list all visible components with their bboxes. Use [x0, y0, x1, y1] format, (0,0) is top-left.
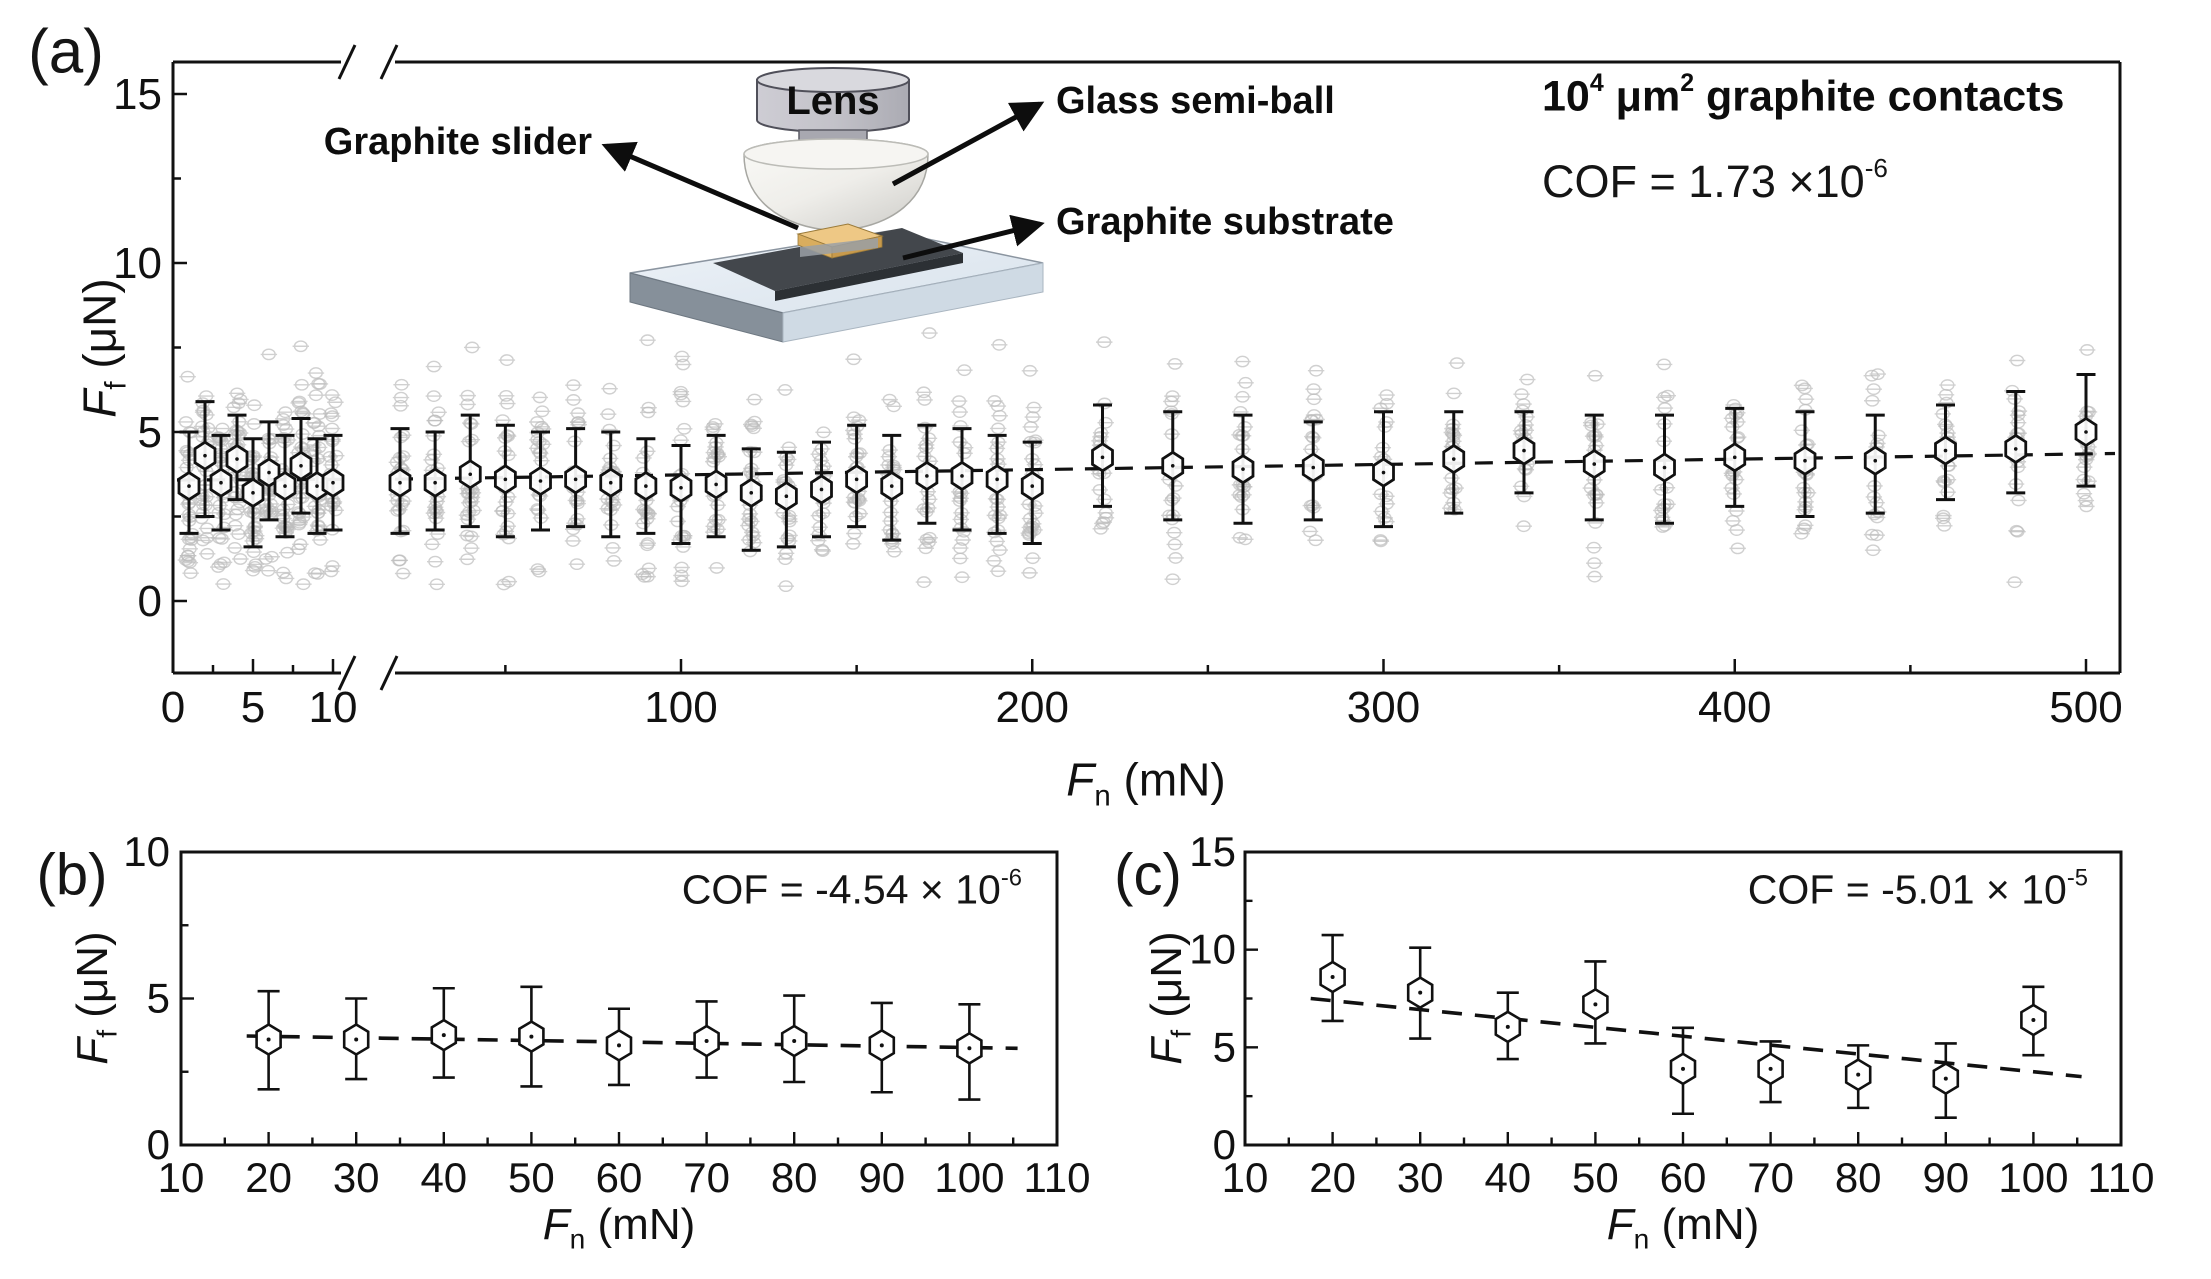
- svg-text:70: 70: [1747, 1154, 1794, 1201]
- base-plate-right-face: [782, 262, 1044, 343]
- svg-text:0: 0: [138, 577, 162, 626]
- graphite-substrate-shape: [713, 228, 963, 291]
- panel-c-x-axis-title: Fn (mN): [1606, 1199, 1760, 1255]
- panel-a-y-axis-title: Ff (μN): [73, 278, 133, 418]
- panel-b-letter: (b): [36, 842, 108, 908]
- lens-cylinder-top: [756, 67, 910, 93]
- panel-b-cof-value: COF = -4.54 × 10-6: [681, 864, 1022, 913]
- svg-text:10: 10: [1222, 1154, 1269, 1201]
- svg-text:5: 5: [241, 683, 265, 732]
- error-bars: [1321, 933, 2045, 1119]
- svg-text:10: 10: [158, 1154, 205, 1201]
- svg-text:10: 10: [309, 683, 358, 732]
- svg-text:300: 300: [1347, 683, 1420, 732]
- svg-text:30: 30: [333, 1154, 380, 1201]
- panel-a-frame: [171, 44, 2122, 691]
- graphite-substrate-label: Graphite substrate: [1056, 201, 1394, 244]
- svg-text:100: 100: [644, 683, 717, 732]
- panel-c-cof-value: COF = -5.01 × 10-5: [1747, 864, 2088, 913]
- svg-text:100: 100: [934, 1154, 1004, 1201]
- panel-ticks: [179, 850, 1059, 1147]
- svg-text:70: 70: [683, 1154, 730, 1201]
- svg-text:110: 110: [2088, 1154, 2155, 1201]
- svg-text:10: 10: [1189, 926, 1236, 973]
- svg-text:500: 500: [2049, 683, 2122, 732]
- panel-a-tick-labels: 0 5 10 100 200 300 400 500 0 5 10 15: [113, 70, 2123, 732]
- graphite-slider-underlayer: [800, 238, 878, 257]
- glass-semi-ball-rim: [743, 138, 929, 170]
- svg-text:80: 80: [771, 1154, 818, 1201]
- svg-text:5: 5: [147, 975, 170, 1022]
- panel-c-letter: (c): [1114, 842, 1182, 908]
- svg-text:15: 15: [1189, 828, 1236, 875]
- svg-text:400: 400: [1698, 683, 1771, 732]
- panel-c-y-axis-title: Ff (μN): [1141, 931, 1197, 1065]
- ball-arrow: [891, 101, 1045, 187]
- svg-text:0: 0: [147, 1121, 170, 1168]
- svg-text:0: 0: [1213, 1121, 1236, 1168]
- svg-text:60: 60: [1660, 1154, 1707, 1201]
- panel-a-x-axis-title: Fn (mN): [1066, 753, 1226, 813]
- svg-text:80: 80: [1835, 1154, 1882, 1201]
- graphite-slider-label: Graphite slider: [323, 121, 592, 164]
- svg-text:110: 110: [1024, 1154, 1091, 1201]
- panel-a-cof-value: COF = 1.73 ×10-6: [1542, 153, 1888, 207]
- panel-b-y-axis-title: Ff (μN): [67, 931, 123, 1065]
- svg-text:50: 50: [508, 1154, 555, 1201]
- svg-text:90: 90: [1922, 1154, 1969, 1201]
- trend-line: [1310, 996, 2082, 1079]
- svg-text:5: 5: [138, 408, 162, 457]
- mean-markers: [1319, 960, 2047, 1096]
- svg-text:0: 0: [161, 683, 185, 732]
- panel-a-ticks: [171, 92, 2088, 673]
- svg-text:20: 20: [245, 1154, 292, 1201]
- panel-c-chart: 10 20 30 40 50 60 70 80 90 100 110 0 5 10 15: [1189, 828, 2154, 1201]
- svg-text:60: 60: [596, 1154, 643, 1201]
- svg-text:10: 10: [123, 828, 170, 875]
- inset-apparatus-illustration: [601, 67, 1045, 343]
- panel-tick-labels: 10 20 30 40 50 60 70 80 90 100 110 0 5 10 15: [1189, 828, 2154, 1201]
- panel-a-chart: 0 5 10 100 200 300 400 500 0 5 10 15: [113, 44, 2123, 732]
- mean-markers: [177, 416, 2098, 512]
- mean-markers: [255, 1018, 983, 1065]
- svg-text:15: 15: [113, 70, 162, 119]
- substrate-arrow: [902, 214, 1045, 261]
- svg-text:200: 200: [996, 683, 1069, 732]
- svg-text:90: 90: [858, 1154, 905, 1201]
- graphite-substrate-edge: [775, 253, 963, 301]
- panel-tick-labels: 10 20 30 40 50 60 70 80 90 100 110 0 5 10: [123, 828, 1090, 1201]
- svg-text:20: 20: [1309, 1154, 1356, 1201]
- lens-label: Lens: [786, 79, 880, 123]
- panel-b-x-axis-title: Fn (mN): [542, 1199, 696, 1255]
- svg-text:10: 10: [113, 239, 162, 288]
- panel-b-chart: 10 20 30 40 50 60 70 80 90 100 110 0 5 10: [123, 828, 1090, 1201]
- panel-a-letter: (a): [28, 17, 104, 87]
- glass-semi-ball-label: Glass semi-ball: [1056, 80, 1335, 123]
- panel-ticks: [1243, 850, 2123, 1147]
- svg-text:100: 100: [1998, 1154, 2068, 1201]
- slider-arrow: [601, 141, 799, 231]
- panel-a-heading: 104 μm2 graphite contacts: [1542, 69, 2065, 121]
- svg-text:30: 30: [1397, 1154, 1444, 1201]
- svg-text:40: 40: [1484, 1154, 1531, 1201]
- svg-text:5: 5: [1213, 1023, 1236, 1070]
- svg-text:40: 40: [420, 1154, 467, 1201]
- svg-text:50: 50: [1572, 1154, 1619, 1201]
